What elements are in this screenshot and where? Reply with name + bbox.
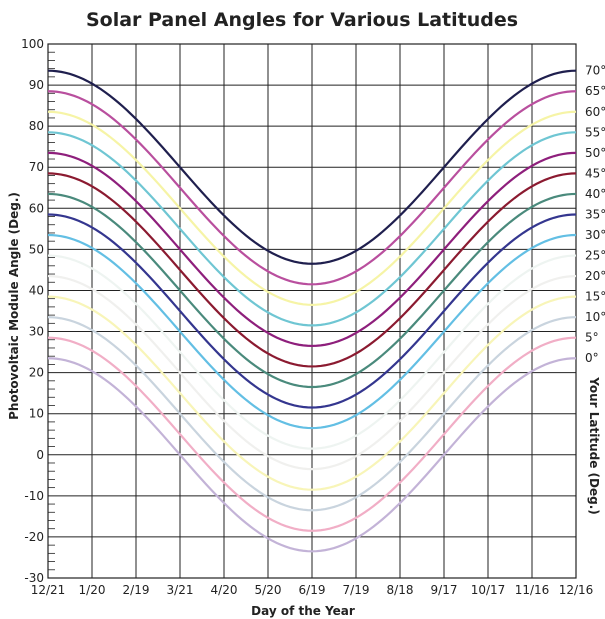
x-tick-label: 10/17 xyxy=(471,583,506,597)
series-line xyxy=(47,110,577,306)
x-tick-label: 2/19 xyxy=(123,583,150,597)
right-axis-title: Your Latitude (Deg.) xyxy=(587,376,601,514)
y-tick-label: 0 xyxy=(36,448,44,462)
series-line xyxy=(47,172,577,368)
y-tick-label: -20 xyxy=(24,530,44,544)
y-tick-label: 20 xyxy=(29,366,44,380)
grid xyxy=(47,43,577,579)
y-tick-label: 100 xyxy=(21,37,44,51)
series-line xyxy=(47,192,577,389)
series-line xyxy=(47,295,577,491)
series-line xyxy=(47,254,577,450)
latitude-label: 0° xyxy=(585,351,599,365)
y-tick-label: 10 xyxy=(29,407,44,421)
y-tick-label: 80 xyxy=(29,119,44,133)
latitude-label: 55° xyxy=(585,125,605,139)
series-line xyxy=(47,336,577,532)
series-line xyxy=(47,213,577,409)
x-tick-label: 11/16 xyxy=(515,583,550,597)
series-lines xyxy=(47,69,577,553)
latitude-label: 15° xyxy=(585,290,605,304)
x-tick-label: 3/21 xyxy=(167,583,194,597)
x-tick-label: 5/20 xyxy=(255,583,282,597)
latitude-label: 5° xyxy=(585,331,599,345)
y-tick-label: 60 xyxy=(29,201,44,215)
series-line xyxy=(47,69,577,265)
x-tick-label: 7/19 xyxy=(343,583,370,597)
y-tick-label: 30 xyxy=(29,325,44,339)
plot-frame xyxy=(47,43,577,579)
latitude-label: 30° xyxy=(585,228,605,242)
x-tick-label: 12/16 xyxy=(559,583,594,597)
latitude-label: 70° xyxy=(585,64,605,78)
latitude-label: 20° xyxy=(585,269,605,283)
y-tick-label: -30 xyxy=(24,571,44,585)
latitude-label: 40° xyxy=(585,187,605,201)
x-axis-title: Day of the Year xyxy=(251,604,355,618)
x-tick-label: 9/17 xyxy=(431,583,458,597)
latitude-label: 65° xyxy=(585,84,605,98)
x-tick-label: 4/20 xyxy=(211,583,238,597)
latitude-label: 60° xyxy=(585,105,605,119)
series-line xyxy=(47,90,577,286)
series-line xyxy=(47,274,577,471)
series-line xyxy=(47,316,577,512)
series-line xyxy=(47,131,577,327)
x-tick-labels: 12/21 1/20 2/19 3/21 4/20 5/20 6/19 7/19 8/18 9/1… xyxy=(31,583,594,597)
x-tick-label: 12/21 xyxy=(31,583,66,597)
x-tick-label: 6/19 xyxy=(299,583,326,597)
x-tick-label: 8/18 xyxy=(387,583,414,597)
y-axis-title: Photovoltaic Module Angle (Deg.) xyxy=(7,192,21,420)
y-tick-label: 50 xyxy=(29,242,44,256)
x-tick-label: 1/20 xyxy=(79,583,106,597)
y-tick-label: 70 xyxy=(29,160,44,174)
y-tick-label: -10 xyxy=(24,489,44,503)
latitude-label: 10° xyxy=(585,310,605,324)
latitude-label: 50° xyxy=(585,146,605,160)
latitude-label: 45° xyxy=(585,166,605,180)
chart-title: Solar Panel Angles for Various Latitudes xyxy=(86,9,518,31)
series-line xyxy=(47,233,577,430)
y-tick-label: 40 xyxy=(29,283,44,297)
y-tick-label: 90 xyxy=(29,78,44,92)
series-line xyxy=(47,151,577,348)
latitude-label: 35° xyxy=(585,207,605,221)
latitude-labels: 70° 65° 60° 55° 50° 45° 40° 35° 30° 25° 20° 15° 10° 5… xyxy=(585,64,605,366)
series-line xyxy=(47,357,577,553)
latitude-label: 25° xyxy=(585,249,605,263)
